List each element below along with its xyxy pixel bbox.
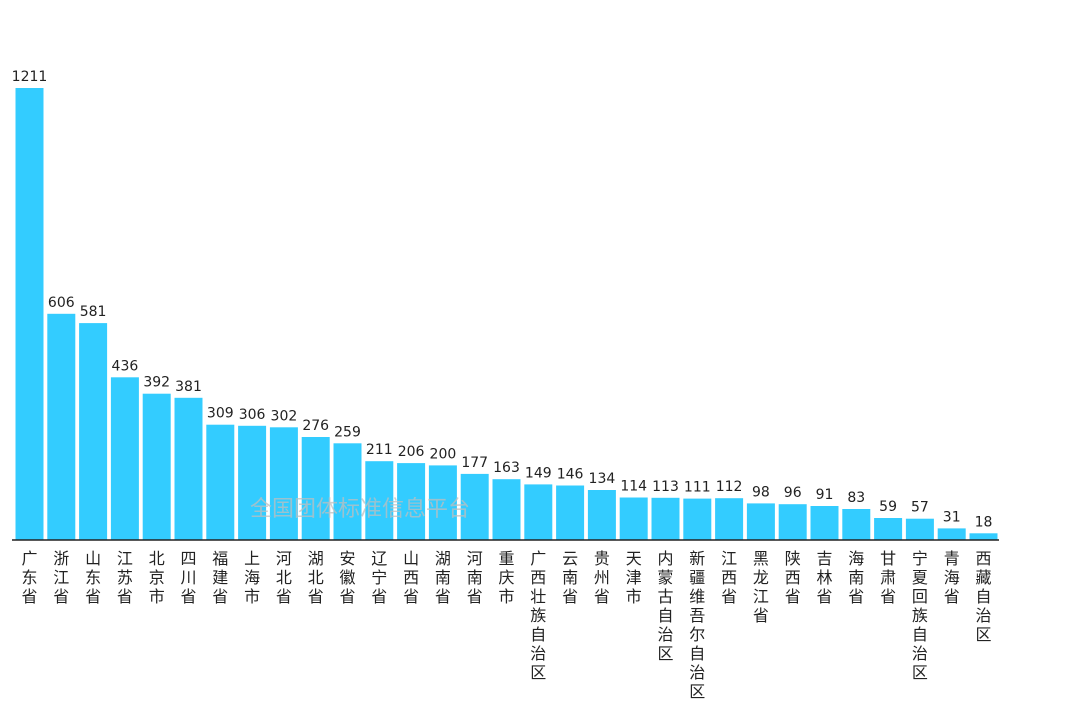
category-label-2: 山东省 bbox=[85, 549, 101, 606]
value-label-16: 149 bbox=[525, 465, 552, 481]
bar-12 bbox=[397, 463, 426, 540]
category-label-0: 广东省 bbox=[21, 549, 37, 606]
category-label-7: 上海市 bbox=[244, 549, 260, 606]
bar-10 bbox=[333, 443, 362, 540]
bar-14 bbox=[460, 473, 489, 540]
value-label-25: 91 bbox=[816, 487, 834, 503]
bar-5 bbox=[174, 397, 203, 540]
value-label-21: 111 bbox=[684, 480, 711, 496]
category-label-21: 新疆维吾尔自治区 bbox=[689, 549, 705, 701]
bar-11 bbox=[365, 461, 394, 540]
bar-25 bbox=[810, 506, 839, 540]
category-label-24: 陕西省 bbox=[785, 549, 801, 606]
value-label-2: 581 bbox=[80, 304, 107, 320]
bar-28 bbox=[905, 518, 934, 540]
category-label-15: 重庆市 bbox=[498, 549, 514, 606]
bar-1 bbox=[47, 313, 76, 540]
value-label-4: 392 bbox=[143, 375, 170, 391]
value-label-30: 18 bbox=[975, 514, 993, 530]
category-label-18: 贵州省 bbox=[594, 549, 610, 606]
bar-20 bbox=[651, 497, 680, 540]
value-label-20: 113 bbox=[652, 479, 679, 495]
value-label-3: 436 bbox=[112, 358, 139, 374]
value-label-15: 163 bbox=[493, 460, 520, 476]
value-label-1: 606 bbox=[48, 295, 75, 311]
value-label-5: 381 bbox=[175, 379, 202, 395]
bars-group bbox=[15, 88, 998, 540]
value-label-12: 206 bbox=[398, 444, 425, 460]
value-label-23: 98 bbox=[752, 484, 770, 500]
category-label-30: 西藏自治区 bbox=[975, 549, 991, 644]
value-label-9: 276 bbox=[302, 418, 329, 434]
bar-18 bbox=[587, 490, 616, 540]
bar-26 bbox=[842, 509, 871, 540]
category-label-6: 福建省 bbox=[212, 549, 228, 606]
bar-0 bbox=[15, 88, 44, 540]
category-label-11: 辽宁省 bbox=[371, 549, 387, 606]
bar-13 bbox=[428, 465, 457, 540]
bar-29 bbox=[937, 528, 966, 540]
category-label-25: 吉林省 bbox=[816, 549, 832, 606]
bar-27 bbox=[874, 518, 903, 540]
category-label-29: 青海省 bbox=[944, 549, 960, 606]
category-label-9: 湖北省 bbox=[308, 549, 324, 606]
value-label-29: 31 bbox=[943, 509, 961, 525]
category-label-17: 云南省 bbox=[562, 549, 578, 606]
category-label-10: 安徽省 bbox=[339, 549, 355, 606]
bar-2 bbox=[79, 323, 108, 540]
value-label-18: 134 bbox=[589, 471, 616, 487]
value-label-14: 177 bbox=[461, 455, 488, 471]
value-label-28: 57 bbox=[911, 500, 929, 516]
bar-24 bbox=[778, 504, 807, 540]
category-label-4: 北京市 bbox=[149, 549, 165, 606]
category-label-20: 内蒙古自治区 bbox=[657, 549, 673, 663]
value-label-19: 114 bbox=[620, 479, 647, 495]
category-labels-group: 广东省浙江省山东省江苏省北京市四川省福建省上海市河北省湖北省安徽省辽宁省山西省湖… bbox=[21, 549, 991, 701]
bar-23 bbox=[746, 503, 775, 540]
bar-30 bbox=[969, 533, 998, 540]
bar-21 bbox=[683, 498, 712, 540]
value-label-13: 200 bbox=[430, 446, 457, 462]
bar-22 bbox=[715, 498, 744, 540]
category-label-14: 河南省 bbox=[467, 549, 483, 606]
value-label-0: 1211 bbox=[12, 69, 48, 85]
value-label-24: 96 bbox=[784, 485, 802, 501]
category-label-22: 江西省 bbox=[721, 549, 737, 606]
bar-8 bbox=[269, 427, 298, 540]
category-label-28: 宁夏回族自治区 bbox=[912, 549, 928, 682]
value-label-6: 309 bbox=[207, 406, 234, 422]
value-label-10: 259 bbox=[334, 424, 361, 440]
category-label-13: 湖南省 bbox=[435, 549, 451, 606]
value-label-17: 146 bbox=[557, 467, 584, 483]
bar-15 bbox=[492, 479, 521, 540]
category-label-12: 山西省 bbox=[403, 549, 419, 606]
category-label-26: 海南省 bbox=[848, 549, 864, 606]
value-label-7: 306 bbox=[239, 407, 266, 423]
bar-7 bbox=[238, 425, 267, 540]
bar-9 bbox=[301, 437, 330, 540]
bar-16 bbox=[524, 484, 553, 540]
value-label-27: 59 bbox=[879, 499, 897, 515]
value-label-8: 302 bbox=[271, 408, 298, 424]
value-label-26: 83 bbox=[847, 490, 865, 506]
watermark-text: 全国团体标准信息平台 bbox=[250, 497, 470, 522]
value-label-22: 112 bbox=[716, 479, 743, 495]
bar-4 bbox=[142, 393, 171, 540]
category-label-1: 浙江省 bbox=[53, 549, 69, 606]
category-label-27: 甘肃省 bbox=[880, 549, 896, 606]
category-label-16: 广西壮族自治区 bbox=[530, 549, 546, 682]
bar-3 bbox=[110, 377, 139, 540]
category-label-23: 黑龙江省 bbox=[753, 549, 769, 625]
bar-19 bbox=[619, 497, 648, 540]
bar-6 bbox=[206, 424, 235, 540]
category-label-3: 江苏省 bbox=[117, 549, 133, 606]
bar-17 bbox=[556, 485, 585, 540]
category-label-19: 天津市 bbox=[626, 549, 642, 606]
category-label-5: 四川省 bbox=[180, 549, 196, 606]
category-label-8: 河北省 bbox=[276, 549, 292, 606]
value-label-11: 211 bbox=[366, 442, 393, 458]
